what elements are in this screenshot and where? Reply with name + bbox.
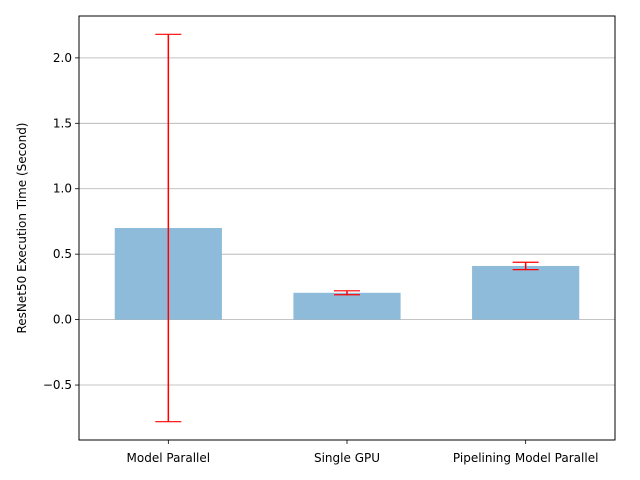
bar	[293, 292, 401, 320]
grid-lines	[79, 57, 615, 386]
y-tick-label: 2.0	[53, 51, 72, 65]
bar	[472, 265, 580, 320]
x-tick-label: Model Parallel	[127, 451, 211, 465]
bars	[114, 228, 580, 320]
y-tick-label: 1.0	[53, 182, 72, 196]
x-axis-ticks: Model Parallel Single GPU Pipelining Model…	[127, 440, 599, 465]
error-bars	[155, 33, 539, 423]
y-tick-label: 0.5	[53, 247, 72, 261]
y-tick-label: 0.0	[53, 313, 72, 327]
y-tick-label: −0.5	[43, 378, 72, 392]
y-axis-label: ResNet50 Execution Time (Second)	[15, 123, 29, 334]
y-axis-ticks: −0.5 0.0 0.5 1.0 1.5 2.0	[43, 51, 79, 392]
y-tick-label: 1.5	[53, 116, 72, 130]
x-tick-label: Single GPU	[314, 451, 380, 465]
x-tick-label: Pipelining Model Parallel	[453, 451, 599, 465]
